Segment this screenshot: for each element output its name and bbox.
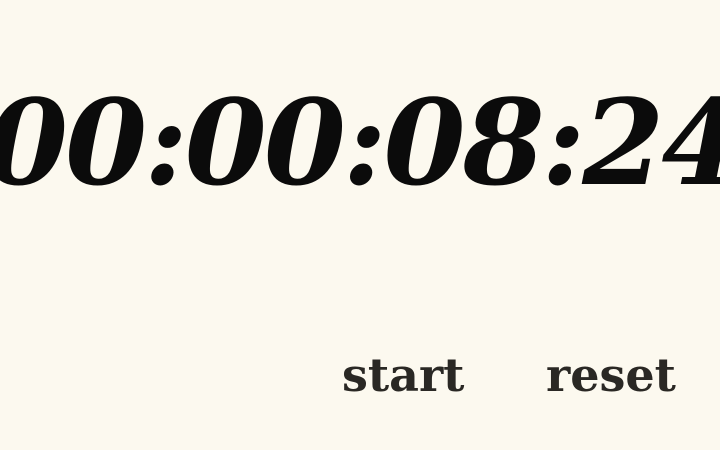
elapsed-time-display: 00:00:08:24 [0, 73, 720, 212]
start-button[interactable]: start [342, 340, 476, 410]
reset-button[interactable]: reset [546, 340, 696, 410]
stopwatch-controls: start reset [0, 340, 720, 410]
